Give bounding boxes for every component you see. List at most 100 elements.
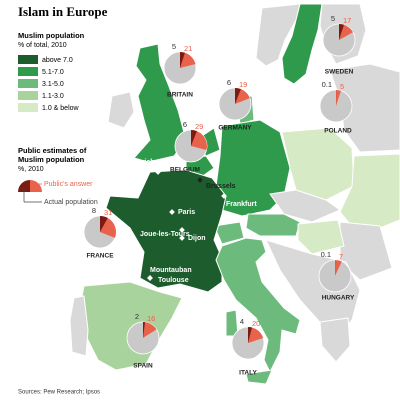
country-name: POLAND (324, 128, 352, 135)
britain (133, 43, 187, 163)
public-label: 29 (195, 122, 203, 131)
map (69, 3, 400, 385)
pie-public (248, 327, 264, 343)
public-label: 19 (239, 80, 247, 89)
public-label: 21 (184, 44, 192, 53)
public-label: 31 (104, 208, 112, 217)
legend-public-wedge (30, 180, 42, 192)
legend-title: Muslim population (18, 31, 85, 40)
legend-label: 3.1-5.0 (42, 81, 64, 88)
actual-label: 5 (172, 42, 176, 51)
pie-actual (235, 87, 241, 104)
legend-swatch (18, 103, 38, 112)
city-label: Toulouse (158, 277, 189, 284)
country-name: SPAIN (133, 363, 153, 370)
country-name: BRITAIN (167, 92, 193, 99)
legend-subtitle: % of total, 2010 (18, 42, 67, 49)
actual-label: 0.1 (321, 250, 331, 259)
city-label: Brussels (206, 183, 236, 190)
actual-label: 4 (240, 317, 244, 326)
country-name: SWEDEN (325, 69, 354, 76)
actual-label: 5 (331, 14, 335, 23)
city-marker (155, 169, 161, 175)
pie-legend (18, 180, 42, 203)
pies: 5 21 BRITAIN 5 17 SWEDEN 6 19 GERMANY 0.1 5 POLAND 6… (83, 14, 356, 377)
actual-label: 6 (227, 78, 231, 87)
spain (79, 281, 183, 371)
country-name: GERMANY (218, 125, 252, 132)
sicily (245, 369, 273, 385)
france (105, 169, 227, 293)
city-label: Joue-les-Tours (140, 231, 190, 238)
title: Islam in Europe (18, 4, 108, 19)
city-label: Paris (178, 209, 195, 216)
pie-public (143, 322, 157, 338)
portugal (69, 295, 89, 357)
pie-public (335, 260, 342, 276)
greece (319, 317, 351, 363)
legend-swatch (18, 79, 38, 88)
pie: 8 31 FRANCE (83, 206, 117, 260)
actual-label: Actual population (44, 199, 98, 206)
actual-label: 6 (183, 120, 187, 129)
pie-legend-title: Public estimates of (18, 146, 87, 155)
city-marker (179, 235, 185, 241)
pie-actual (100, 216, 108, 232)
pie: 6 29 BELGIUM (170, 120, 208, 174)
country-name: BELGIUM (170, 167, 200, 174)
legend-label: 1.0 & below (42, 105, 80, 112)
pie: 0.1 5 POLAND (319, 80, 353, 135)
city-marker (179, 227, 185, 233)
pie-public (336, 90, 341, 106)
public-label: 5 (340, 82, 344, 91)
pie: 4 20 ITALY (231, 317, 265, 377)
country-name: ITALY (239, 370, 257, 377)
pie: 0.1 7 HUNGARY (318, 250, 355, 302)
cities: Woolwich Brussels Frankfurt Paris Joue-les-T… (122, 159, 257, 284)
pie-actual (248, 327, 252, 343)
pie-legend-subtitle: %, 2010 (18, 166, 44, 173)
actual-label: 8 (92, 206, 96, 215)
city-marker (197, 177, 203, 183)
ireland (107, 91, 135, 129)
city-label: Dijon (188, 235, 206, 242)
legend-swatch (18, 91, 38, 100)
public-label: 20 (252, 319, 260, 328)
pie-actual (191, 130, 197, 146)
actual-label: 2 (135, 312, 139, 321)
city-marker (169, 209, 175, 215)
austria (245, 213, 301, 237)
legend-label: 1.1-3.0 (42, 93, 64, 100)
public-label: 16 (147, 314, 155, 323)
legend-actual-wedge (18, 180, 30, 192)
legend: above 7.0 5.1-7.0 3.1-5.0 1.1-3.0 1.0 & belo… (18, 55, 80, 112)
city-label: Woolwich (122, 159, 155, 166)
pie-actual (143, 322, 146, 338)
public-label: Public's answer (44, 181, 93, 188)
poland (281, 127, 355, 201)
pie-legend-title: Muslim population (18, 155, 85, 164)
public-label: 17 (343, 16, 351, 25)
city-marker (147, 275, 153, 281)
country-name: HUNGARY (322, 295, 355, 302)
legend-swatch (18, 67, 38, 76)
pie-actual (339, 24, 344, 40)
hungary (297, 219, 345, 255)
public-label: 7 (339, 252, 343, 261)
country-name: FRANCE (86, 253, 114, 260)
pie: 6 19 GERMANY (218, 78, 252, 132)
city-label: Mountauban (150, 267, 192, 274)
source: Sources: Pew Research; Ipsos (18, 390, 100, 396)
sweden (281, 3, 323, 85)
italy (215, 237, 301, 374)
germany (215, 119, 291, 217)
pie: 5 17 SWEDEN (322, 14, 356, 76)
switzerland (213, 221, 245, 245)
city-marker (221, 193, 227, 199)
pie: 2 16 SPAIN (126, 312, 160, 370)
romania (339, 221, 393, 281)
pie: 5 21 BRITAIN (163, 42, 197, 99)
legend-label: 5.1-7.0 (42, 69, 64, 76)
legend-swatch (18, 55, 38, 64)
